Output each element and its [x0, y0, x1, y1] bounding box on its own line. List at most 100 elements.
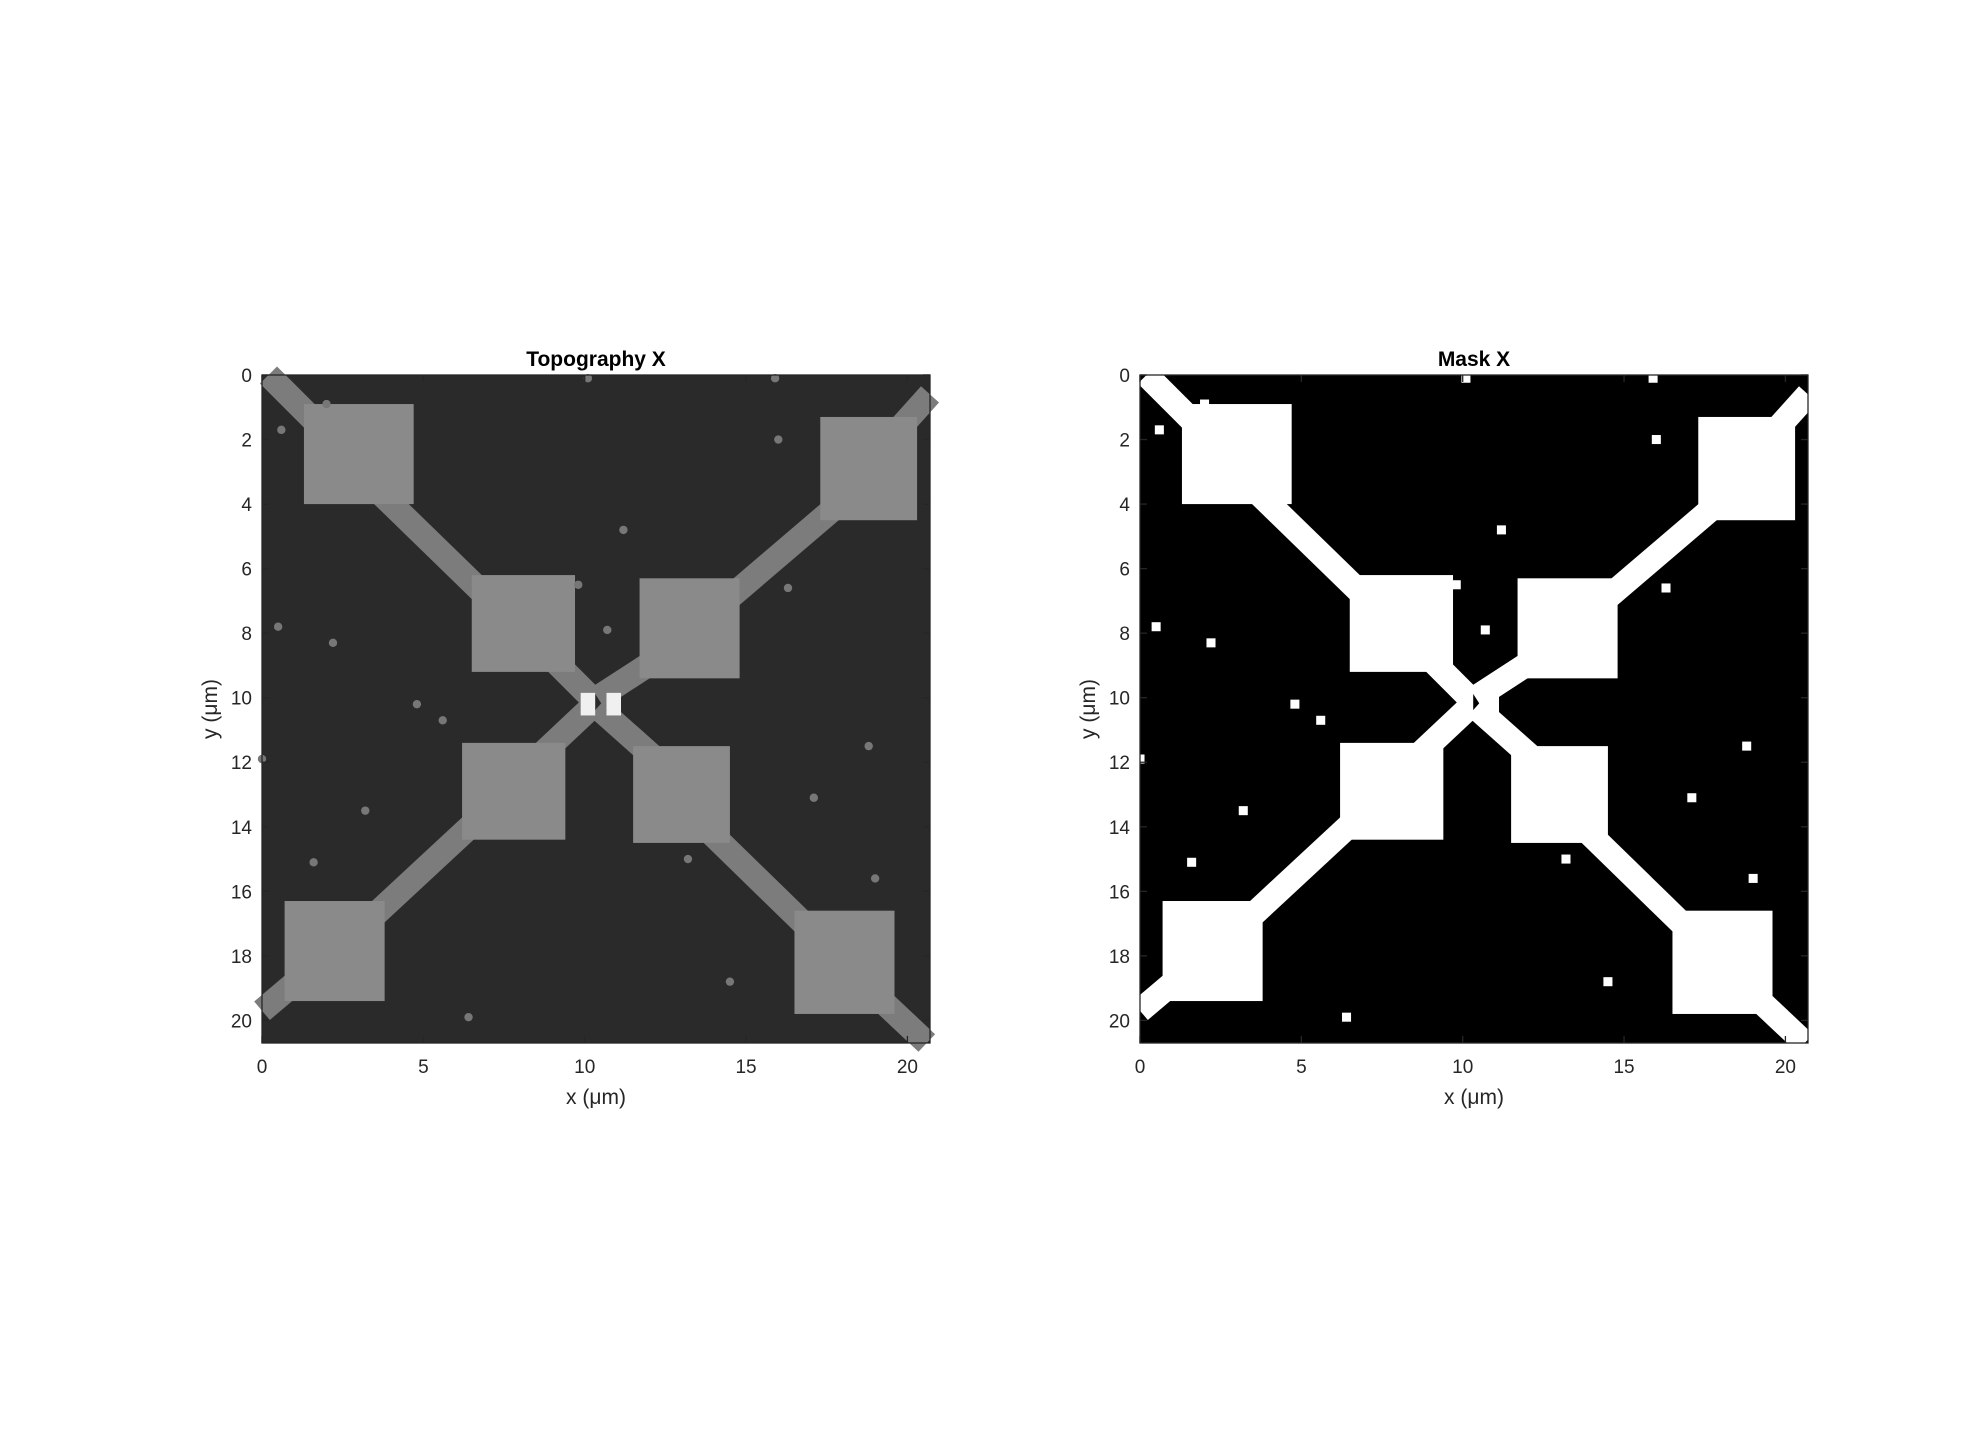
y-tick-label: 18	[1109, 947, 1130, 968]
x-axis-label: x (μm)	[566, 1086, 626, 1109]
particle	[1451, 580, 1461, 590]
x-tick-label: 10	[1452, 1057, 1473, 1078]
particle	[783, 583, 793, 593]
particle	[583, 374, 593, 383]
contact-pad	[820, 416, 918, 521]
y-tick-label: 12	[231, 753, 252, 774]
particle	[1603, 977, 1613, 987]
y-tick-label: 12	[1109, 753, 1130, 774]
contact-pad	[471, 575, 576, 672]
chart-title: Topography X	[526, 348, 666, 371]
particle	[1342, 1012, 1352, 1022]
bright-spot	[1458, 692, 1474, 716]
y-tick-label: 18	[231, 947, 252, 968]
particle	[1496, 525, 1506, 535]
bright-spot	[580, 692, 596, 716]
contact-pad	[1698, 416, 1796, 521]
particle	[574, 580, 583, 589]
x-tick-label: 10	[574, 1057, 595, 1078]
y-axis-label: y (μm)	[1077, 679, 1100, 739]
x-tick-label: 0	[257, 1057, 268, 1078]
contact-pad	[284, 901, 385, 1002]
particle	[603, 625, 612, 635]
y-tick-label: 10	[1109, 689, 1130, 710]
y-axis-ticks: 0 2 4 6 8 10 12 14 16 18 20	[231, 366, 930, 1032]
particle	[277, 425, 286, 435]
particle	[1187, 857, 1197, 867]
panel-topography: Topography X 0 5 10 15 20 02468101214161820 …	[199, 348, 939, 1109]
panel-mask: Mask X 0 5 10 15 20 0 2 4 6 8 10 12 14 16 18 20 x (μm)…	[1077, 348, 1817, 1109]
axes-frame	[261, 374, 931, 1044]
particle	[412, 699, 422, 709]
particle	[1661, 583, 1671, 593]
y-axis-label: y (μm)	[199, 679, 222, 739]
particle	[870, 874, 880, 883]
y-tick-label: 14	[231, 818, 253, 839]
y-tick-label: 2	[1119, 431, 1130, 452]
contact-pad	[794, 910, 895, 1014]
y-tick-label: 2	[241, 431, 252, 452]
particle	[361, 806, 370, 815]
x-axis-ticks: 0 5 10 15 20	[257, 375, 918, 1078]
particle	[1206, 638, 1216, 648]
x-tick-label: 5	[418, 1057, 429, 1078]
contact-pad	[1181, 404, 1292, 505]
particle	[809, 793, 819, 802]
x-tick-label: 20	[1775, 1057, 1796, 1078]
particle	[1651, 435, 1661, 445]
particle	[1687, 793, 1697, 803]
particle	[1316, 715, 1326, 725]
contact-pad	[1517, 578, 1618, 679]
x-axis-label: x (μm)	[1444, 1086, 1504, 1109]
y-tick-label: 8	[1119, 624, 1130, 645]
particle	[328, 638, 338, 648]
particle	[864, 741, 873, 751]
topography-image	[254, 366, 939, 1052]
particle	[438, 716, 447, 725]
x-tick-label: 15	[735, 1057, 756, 1078]
y-tick-label: 4	[1119, 495, 1130, 516]
particle	[1200, 399, 1210, 409]
contact-pad	[1511, 746, 1608, 843]
y-tick-label: 4	[241, 495, 252, 516]
y-tick-label: 16	[231, 882, 252, 903]
y-tick-label: 6	[1119, 560, 1130, 581]
particle	[725, 977, 735, 986]
contact-pad	[633, 746, 730, 843]
contact-pad	[1340, 742, 1444, 840]
particle	[464, 1012, 473, 1022]
particle	[1151, 622, 1161, 632]
contact-pad	[303, 404, 414, 505]
y-tick-label: 16	[1109, 882, 1130, 903]
y-tick-label: 6	[241, 560, 252, 581]
mask-image	[1132, 366, 1817, 1052]
x-tick-label: 15	[1613, 1057, 1634, 1078]
particle	[322, 399, 331, 409]
bright-spot	[1484, 692, 1500, 716]
x-axis-ticks: 0 5 10 15 20	[1135, 375, 1796, 1078]
particle	[309, 858, 318, 867]
particle	[273, 622, 283, 631]
particle	[1238, 806, 1248, 816]
y-tick-label: 20	[231, 1011, 252, 1032]
y-tick-label: 0	[241, 366, 252, 387]
y-tick-label: 20	[1109, 1011, 1130, 1032]
contact-pad	[639, 578, 740, 679]
particle	[1461, 373, 1471, 383]
axes-frame	[1139, 374, 1809, 1044]
y-tick-label: 0	[1119, 366, 1130, 387]
y-axis-ticks: 0 2 4 6 8 10 12 14 16 18 20	[1109, 366, 1808, 1032]
particle	[1290, 699, 1300, 709]
particle	[1648, 373, 1658, 383]
y-tick-label: 14	[1109, 818, 1131, 839]
bright-spot	[606, 692, 622, 716]
contact-pad	[1162, 901, 1263, 1002]
x-tick-label: 0	[1135, 1057, 1146, 1078]
particle	[774, 435, 783, 444]
particle	[619, 525, 628, 535]
particle	[683, 854, 693, 864]
x-tick-label: 20	[897, 1057, 918, 1078]
contact-pad	[1349, 575, 1454, 672]
y-tick-label: 8	[241, 624, 252, 645]
